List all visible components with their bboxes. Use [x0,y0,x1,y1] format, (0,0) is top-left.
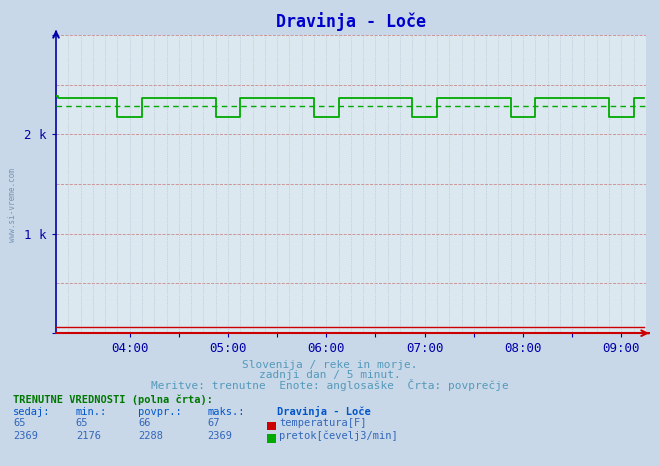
Text: min.:: min.: [76,407,107,417]
Text: zadnji dan / 5 minut.: zadnji dan / 5 minut. [258,370,401,380]
Text: TRENUTNE VREDNOSTI (polna črta):: TRENUTNE VREDNOSTI (polna črta): [13,395,213,405]
Text: 2369: 2369 [208,431,233,441]
Text: 66: 66 [138,418,151,428]
Title: Dravinja - Loče: Dravinja - Loče [276,12,426,31]
Text: 2369: 2369 [13,431,38,441]
Text: 65: 65 [13,418,26,428]
Text: 65: 65 [76,418,88,428]
Text: Meritve: trenutne  Enote: anglosaške  Črta: povprečje: Meritve: trenutne Enote: anglosaške Črta… [151,379,508,391]
Text: temperatura[F]: temperatura[F] [279,418,367,428]
Text: 67: 67 [208,418,220,428]
Text: 2288: 2288 [138,431,163,441]
Text: maks.:: maks.: [208,407,245,417]
Text: sedaj:: sedaj: [13,407,51,417]
Text: pretok[čevelj3/min]: pretok[čevelj3/min] [279,431,398,441]
Text: 2176: 2176 [76,431,101,441]
Text: povpr.:: povpr.: [138,407,182,417]
Text: Dravinja - Loče: Dravinja - Loče [277,406,370,417]
Text: www.si-vreme.com: www.si-vreme.com [8,168,17,242]
Text: Slovenija / reke in morje.: Slovenija / reke in morje. [242,360,417,370]
